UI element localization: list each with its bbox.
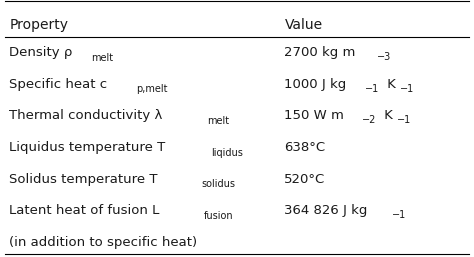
Text: 364 826 J kg: 364 826 J kg: [284, 204, 368, 217]
Text: melt: melt: [208, 116, 229, 126]
Text: Value: Value: [284, 18, 322, 32]
Text: fusion: fusion: [203, 211, 233, 221]
Text: 150 W m: 150 W m: [284, 109, 344, 123]
Text: −1: −1: [392, 210, 406, 220]
Text: K: K: [380, 109, 393, 123]
Text: Density ρ: Density ρ: [9, 46, 73, 59]
Text: p,melt: p,melt: [136, 84, 168, 94]
Text: 2700 kg m: 2700 kg m: [284, 46, 356, 59]
Text: −3: −3: [376, 52, 391, 62]
Text: Latent heat of fusion L: Latent heat of fusion L: [9, 204, 160, 217]
Text: Property: Property: [9, 18, 68, 32]
Text: 1000 J kg: 1000 J kg: [284, 78, 346, 91]
Text: Thermal conductivity λ: Thermal conductivity λ: [9, 109, 163, 123]
Text: −1: −1: [365, 84, 379, 94]
Text: Specific heat c: Specific heat c: [9, 78, 108, 91]
Text: −1: −1: [400, 84, 414, 94]
Text: −1: −1: [397, 115, 411, 125]
Text: 520°C: 520°C: [284, 173, 326, 186]
Text: melt: melt: [91, 53, 113, 63]
Text: Liquidus temperature T: Liquidus temperature T: [9, 141, 166, 154]
Text: (in addition to specific heat): (in addition to specific heat): [9, 236, 198, 249]
Text: solidus: solidus: [201, 179, 235, 189]
Text: K: K: [383, 78, 396, 91]
Text: 638°C: 638°C: [284, 141, 326, 154]
Text: liqidus: liqidus: [211, 148, 243, 158]
Text: Solidus temperature T: Solidus temperature T: [9, 173, 158, 186]
Text: −2: −2: [362, 115, 376, 125]
